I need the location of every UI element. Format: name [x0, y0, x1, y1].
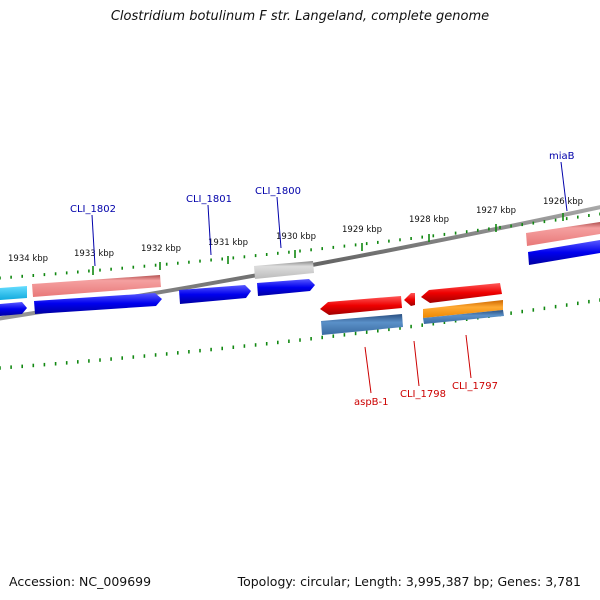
ruler-label: 1930 kbp: [276, 232, 316, 242]
cds-arrow-CLI_1802[interactable]: [34, 293, 162, 314]
gene-label-aspB-1[interactable]: aspB-1: [354, 346, 389, 408]
ruler-tick-1934: 1934 kbp: [8, 254, 48, 264]
ruler-tick-1932: 1932 kbp: [141, 244, 181, 270]
ruler-label: 1928 kbp: [409, 215, 449, 225]
ruler-tick-1930: 1930 kbp: [276, 232, 316, 258]
gene-label-text: CLI_1798: [400, 389, 446, 400]
gene-bar-left-edge[interactable]: [0, 286, 27, 300]
ruler-label: 1927 kbp: [476, 206, 516, 216]
gene-label-text: aspB-1: [354, 397, 389, 408]
ruler-tick-1931: 1931 kbp: [208, 238, 248, 264]
length-label: Length:: [354, 574, 402, 589]
cds-arrow-CLI_1797[interactable]: [421, 283, 502, 303]
gene-label-CLI_1802[interactable]: CLI_1802: [70, 204, 116, 267]
gene-bar-miaB[interactable]: [526, 222, 600, 246]
genes-label: Genes:: [497, 574, 542, 589]
ruler-label: 1934 kbp: [8, 254, 48, 264]
genes-value: 3,781: [545, 574, 581, 589]
gene-label-miaB[interactable]: miaB: [549, 151, 575, 212]
gene-label-CLI_1798[interactable]: CLI_1798: [400, 340, 446, 400]
cds-arrow-CLI_1800[interactable]: [257, 279, 315, 296]
ruler-tick-1928: 1928 kbp: [409, 215, 449, 242]
gene-label-CLI_1800[interactable]: CLI_1800: [255, 186, 301, 249]
cds-arrow-CLI_1798[interactable]: [404, 293, 415, 306]
accession-label: Accession:: [9, 574, 76, 589]
cds-arrow-miaB[interactable]: [528, 240, 600, 265]
ruler-label: 1926 kbp: [543, 197, 583, 207]
ruler-dots-upper: [0, 212, 600, 280]
reverse-strand-features: [320, 283, 504, 335]
forward-gene-labels: CLI_1802 CLI_1801 CLI_1800 miaB: [70, 151, 575, 267]
gene-bar-aspB-1[interactable]: [321, 314, 403, 335]
reverse-gene-labels: aspB-1 CLI_1798 CLI_1797: [354, 334, 498, 408]
gene-label-text: miaB: [549, 151, 575, 162]
ruler-tick-1927: 1927 kbp: [476, 206, 516, 232]
length-value: 3,995,387 bp: [405, 574, 490, 589]
gene-label-text: CLI_1800: [255, 186, 301, 197]
ruler-label: 1932 kbp: [141, 244, 181, 254]
gene-bar-CLI_1797[interactable]: [423, 310, 504, 324]
ruler-tick-1929: 1929 kbp: [342, 225, 382, 251]
gene-label-text: CLI_1801: [186, 194, 232, 205]
cds-arrow-left-edge[interactable]: [0, 302, 27, 316]
gene-bar-CLI_1800[interactable]: [254, 261, 314, 279]
gene-label-CLI_1797[interactable]: CLI_1797: [452, 334, 498, 392]
ruler-label: 1929 kbp: [342, 225, 382, 235]
ruler-label: 1931 kbp: [208, 238, 248, 248]
ruler-tick-1926: 1926 kbp: [543, 197, 583, 221]
gene-label-text: CLI_1802: [70, 204, 116, 215]
gene-label-text: CLI_1797: [452, 381, 498, 392]
map-title: Clostridium botulinum F str. Langeland, …: [110, 9, 490, 24]
accession-value: NC_009699: [79, 574, 152, 589]
gene-label-CLI_1801[interactable]: CLI_1801: [186, 194, 232, 256]
cds-arrow-CLI_1801[interactable]: [179, 285, 251, 304]
accession-info: Accession: NC_009699: [9, 574, 151, 589]
genome-stats: Topology: circular; Length: 3,995,387 bp…: [237, 574, 581, 589]
gene-bar-CLI_1802[interactable]: [32, 275, 161, 297]
cds-arrow-aspB-1[interactable]: [320, 296, 402, 315]
topology-value: circular: [300, 574, 347, 589]
forward-strand-features: [0, 222, 600, 316]
topology-label: Topology:: [237, 574, 297, 589]
gene-bar-CLI_1797-orange[interactable]: [423, 300, 503, 318]
